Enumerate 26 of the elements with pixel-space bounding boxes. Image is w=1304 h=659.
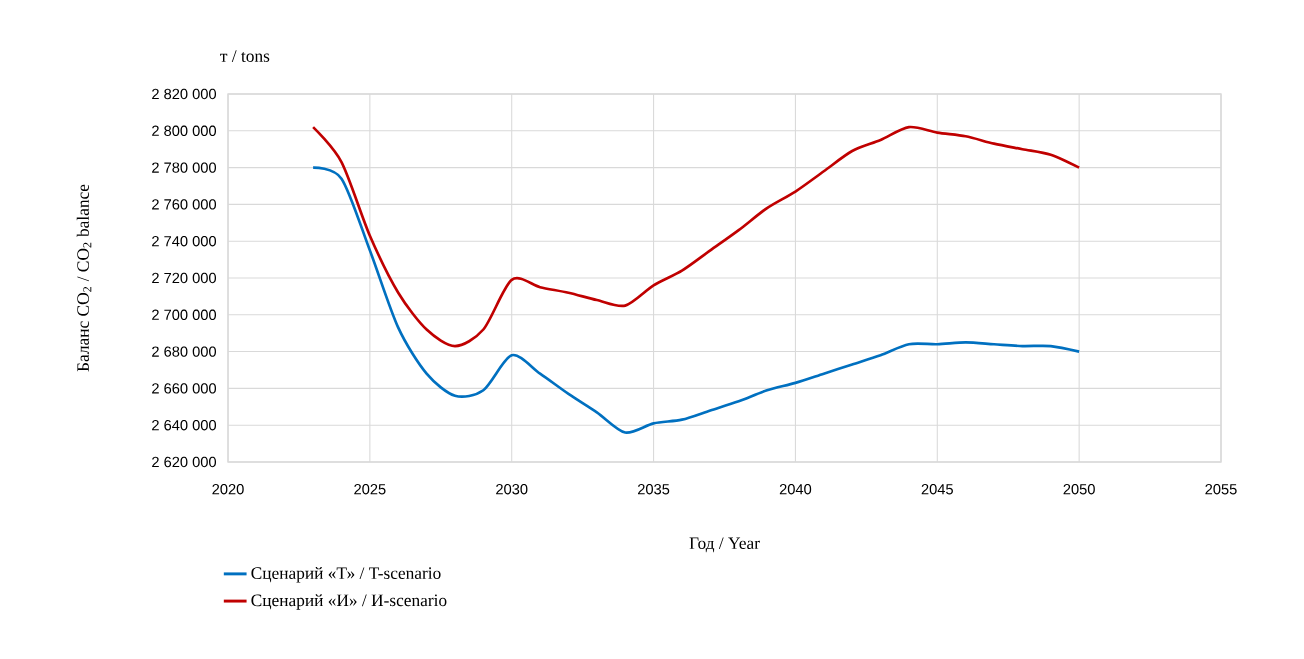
x-tick-label: 2035 [637,484,670,495]
y-tick-label: 2 680 000 [152,346,217,357]
x-axis-title: Год / Year [689,537,760,553]
y-tick-label: 2 780 000 [152,162,217,173]
y-tick-label: 2 760 000 [152,199,217,210]
line-series [311,166,1081,435]
legend-label: Сценарий «Т» / T-scenario [251,566,441,583]
x-tick-label: 2020 [212,484,244,495]
x-tick-label: 2025 [354,484,386,495]
x-tick-label: 2055 [1205,484,1237,495]
x-tick-label: 2045 [921,484,953,495]
y-tick-label: 2 620 000 [152,456,217,468]
y-tick-label: 2 740 000 [152,236,217,247]
y-tick-label: 2 820 000 [152,88,217,100]
y-tick-label: 2 640 000 [152,420,217,431]
y-tick-label: 2 660 000 [152,383,217,394]
x-tick-label: 2050 [1063,484,1095,495]
text: т / tons [220,50,270,62]
y-tick-label: 2 700 000 [152,309,217,320]
line-series [311,125,1081,348]
y-axis-title: Баланс CO$_{2}$ / CO$_{2}$ balance [76,184,92,372]
y-tick-label: 2 800 000 [152,125,217,136]
legend-label: Сценарий «И» / И-scenario [251,594,447,610]
x-tick-label: 2030 [496,484,528,495]
y-tick-label: 2 720 000 [152,272,217,284]
x-tick-label: 2040 [779,484,812,495]
